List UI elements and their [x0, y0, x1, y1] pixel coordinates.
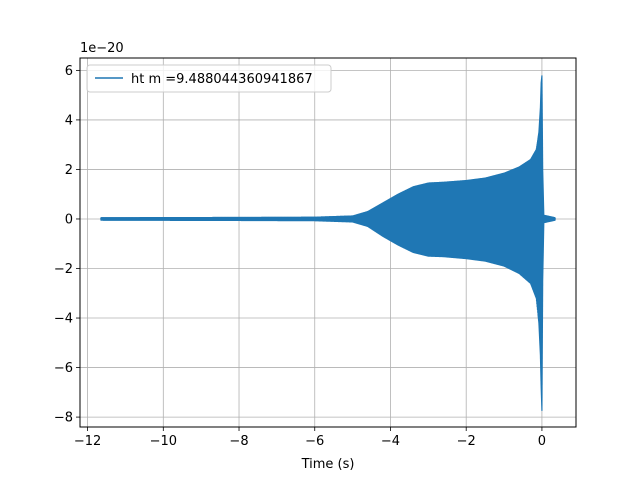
legend: ht m =9.488044360941867: [86, 64, 332, 93]
y-tick-label: −2: [54, 262, 73, 277]
series-line: [100, 75, 556, 411]
x-tick-label: −12: [74, 434, 101, 449]
y-tick-label: −6: [54, 361, 73, 376]
x-axis-label: Time (s): [301, 457, 355, 472]
series-area: [100, 75, 556, 411]
y-tick-label: 6: [65, 64, 73, 79]
x-axis: −12 −10 −8 −6 −4 −2 0: [74, 427, 546, 449]
x-tick-label: −4: [381, 434, 400, 449]
y-tick-label: −8: [54, 411, 73, 426]
x-tick-label: −8: [229, 434, 248, 449]
x-tick-label: −10: [150, 434, 177, 449]
x-tick-label: −2: [457, 434, 476, 449]
y-axis: −8 −6 −4 −2 0 2 4 6: [54, 64, 80, 426]
legend-label: ht m =9.488044360941867: [131, 72, 313, 87]
y-offset-text: 1e−20: [80, 41, 124, 56]
axes-frame: [79, 57, 577, 428]
y-tick-label: −4: [54, 312, 73, 327]
legend-box: [86, 64, 332, 93]
x-tick-label: −6: [305, 434, 324, 449]
y-tick-label: 2: [65, 163, 73, 178]
x-tick-label: 0: [538, 434, 546, 449]
y-tick-label: 0: [65, 212, 73, 227]
y-tick-label: 4: [65, 113, 73, 128]
